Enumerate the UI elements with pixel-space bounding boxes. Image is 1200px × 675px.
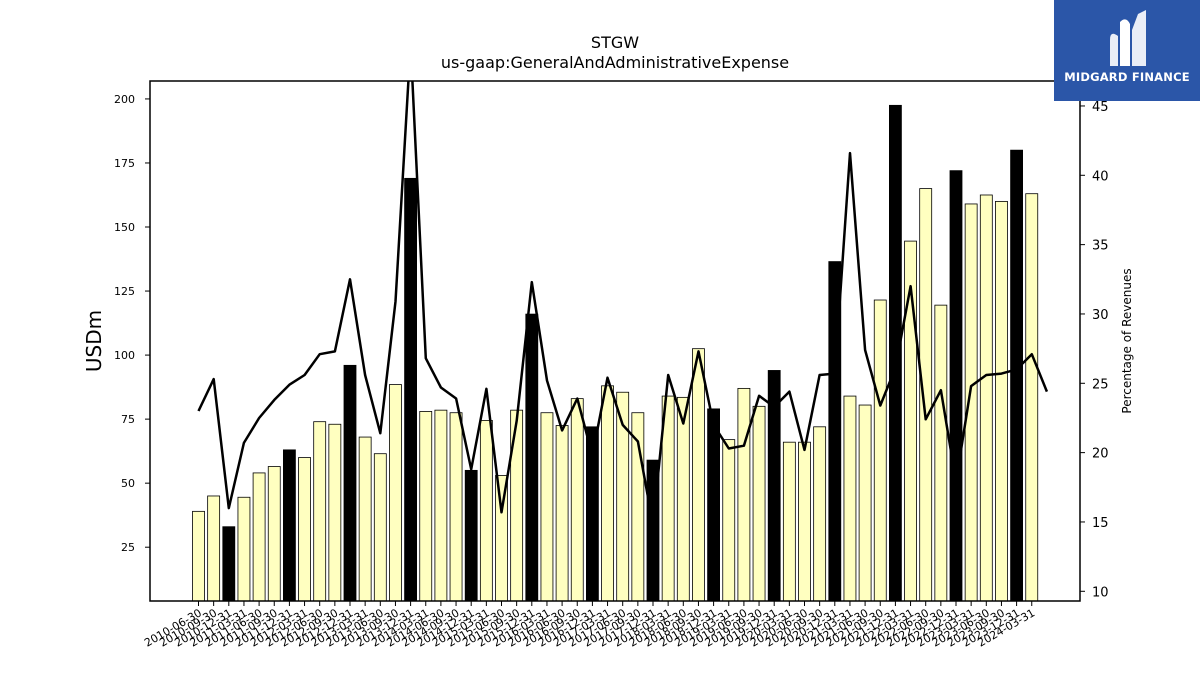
y-tick-label: 25 [121,541,135,554]
bar [873,299,887,602]
bar [737,387,751,602]
bar [419,411,433,602]
chart-subtitle: us-gaap:GeneralAndAdministrativeExpense [441,53,789,72]
midgard-finance-logo: MIDGARD FINANCE [1054,0,1200,101]
bar [676,396,690,602]
chart-title: STGW [591,33,639,52]
bar [707,408,720,602]
y2-tick-label: 40 [1092,169,1109,184]
bar [222,526,236,602]
bar [813,426,827,602]
plot-frame [149,80,1081,602]
y2-tick-label: 15 [1092,516,1109,531]
bar [298,457,311,602]
bar [252,472,266,602]
bar [919,188,933,602]
bar [192,510,205,602]
bar [464,469,478,602]
y-tick-label: 75 [121,413,135,426]
y2-tick-label: 30 [1092,308,1109,323]
bar [404,177,418,602]
bar [282,449,296,602]
right-axis-ticks: 10 15 20 25 30 35 40 45 [1080,100,1109,600]
y-tick-label: 175 [114,157,135,170]
bar [798,441,811,602]
pct-line-series [197,81,1049,526]
bar [479,420,493,602]
bar [889,104,902,602]
bar [949,170,963,602]
bar [601,385,614,602]
y-tick-label: 100 [114,349,135,362]
bar [722,439,736,602]
bar [328,423,342,602]
bar [313,421,327,602]
y2-tick-label: 35 [1092,239,1109,254]
logo-text: MIDGARD FINANCE [1064,70,1190,84]
y2-tick-label: 25 [1092,377,1109,392]
x-axis-ticks: 2010-06-302010-09-302010-12-312011-03-31… [142,601,1037,650]
y2-tick-label: 10 [1092,585,1109,600]
left-axis-ticks: 25 50 75 100 125 150 175 200 [114,93,150,554]
y2-tick-label: 45 [1092,100,1109,115]
midgard-logo-icon [1110,10,1146,66]
bar [858,404,872,602]
bar [1025,193,1039,602]
y-tick-label: 125 [114,285,135,298]
bar [434,409,448,602]
y-tick-label: 200 [114,93,135,106]
bar [267,466,281,602]
y-axis-label: USDm [82,310,106,372]
bar [964,203,978,602]
y2-axis-label: Percentage of Revenues [1120,268,1134,413]
bar [752,405,766,602]
bar [934,304,948,602]
y-tick-label: 150 [114,221,135,234]
bar [207,495,221,602]
pct-of-revenues-line [197,81,1049,526]
bar [692,348,705,602]
bar [540,412,554,602]
bar [449,412,463,602]
bar [373,453,387,602]
bar [782,441,796,602]
bar [525,313,539,602]
bar [570,398,584,602]
bar [1010,149,1023,602]
bar [358,436,372,602]
bar [995,200,1008,602]
bar [343,364,357,602]
bar [555,425,569,602]
bar [389,384,402,602]
bar [843,395,857,602]
bar [237,496,251,602]
y-tick-label: 50 [121,477,135,490]
bar [979,194,993,602]
y2-tick-label: 20 [1092,447,1109,462]
